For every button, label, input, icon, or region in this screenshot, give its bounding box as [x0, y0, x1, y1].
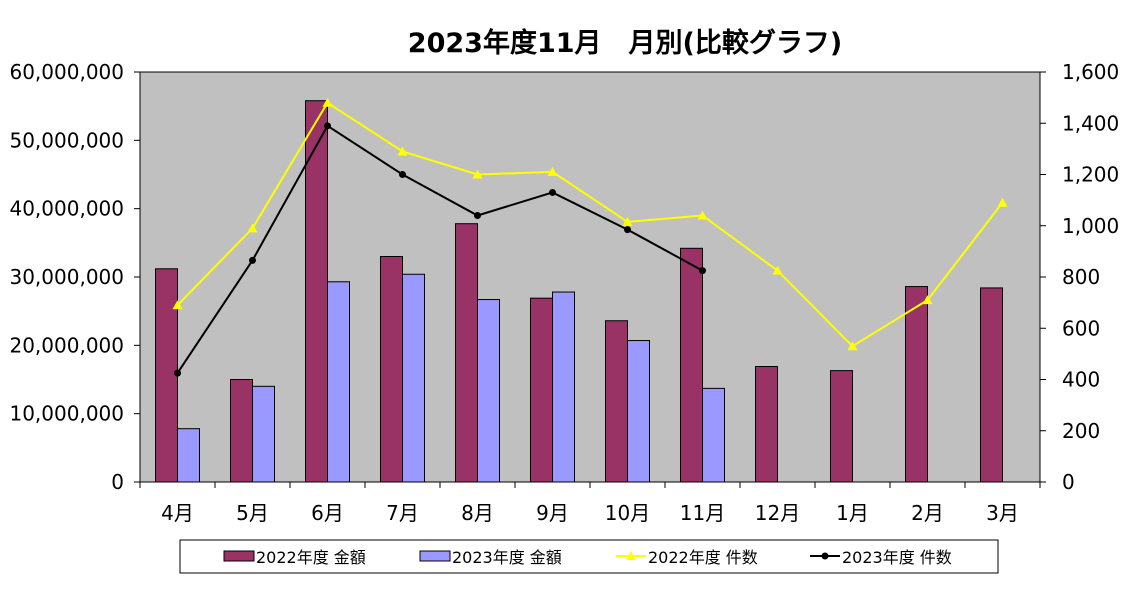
point-2022-count [997, 197, 1008, 207]
bar-2023-amount [252, 385, 275, 483]
y-left-tick-label: 60,000,000 [9, 60, 124, 84]
point-2022-count [847, 341, 858, 351]
point-2022-count [772, 265, 783, 275]
y-left-tick-label: 10,000,000 [9, 402, 124, 426]
line-2023-count [176, 124, 703, 374]
x-tick-label: 8月 [461, 501, 494, 525]
x-tick-label: 11月 [680, 501, 725, 525]
y-right-tick-label: 1,600 [1062, 60, 1119, 84]
bar-2022-amount [455, 223, 478, 483]
point-2022-count [547, 166, 558, 176]
y-right-tick-label: 800 [1062, 265, 1100, 289]
bar-2022-amount [155, 268, 178, 483]
point-2023-count [699, 267, 706, 275]
y-right-tick-label: 0 [1062, 470, 1075, 494]
y-right-tick-label: 1,400 [1062, 111, 1119, 135]
point-2022-count [922, 295, 933, 305]
bar-2023-amount [402, 273, 425, 483]
y-axis-right: 0 200 400 600 800 1,000 1,200 1,400 1,600 [1040, 60, 1119, 494]
point-2023-count [174, 369, 181, 377]
bar-2022-amount [755, 366, 778, 483]
legend-label: 2023年度 金額 [452, 548, 562, 567]
x-tick-label: 5月 [236, 501, 269, 525]
bar-2023-amount [177, 428, 200, 483]
point-2022-count [472, 169, 483, 179]
y-left-tick-label: 20,000,000 [9, 333, 124, 357]
legend-swatch [419, 550, 451, 562]
legend: 2022年度 金額 2023年度 金額 2022年度 件数 2023年度 件数 [179, 539, 999, 574]
point-2022-count [397, 146, 408, 156]
bar-2022-amount [530, 297, 553, 483]
y-axis-left: 0 10,000,000 20,000,000 30,000,000 40,000,00… [9, 60, 140, 494]
bar-2022-amount [605, 320, 628, 483]
y-left-tick-label: 30,000,000 [9, 265, 124, 289]
point-2023-count [474, 212, 481, 219]
point-2023-count [624, 226, 631, 234]
point-2023-count [324, 122, 331, 130]
x-tick-label: 9月 [536, 501, 569, 525]
point-2022-count [172, 300, 183, 310]
bar-2023-amount [552, 291, 575, 483]
bar-series-group [155, 100, 1003, 483]
y-right-tick-label: 1,000 [1062, 214, 1119, 238]
point-2022-count [697, 210, 708, 220]
bar-2022-amount [380, 256, 403, 483]
x-tick-label: 7月 [386, 501, 419, 525]
bar-2023-amount [627, 340, 650, 483]
point-2022-count [322, 97, 333, 107]
legend-marker [626, 551, 636, 560]
bar-2022-amount [830, 370, 853, 483]
y-right-tick-label: 1,200 [1062, 163, 1119, 187]
point-2023-count [249, 256, 256, 264]
legend-box [179, 539, 999, 574]
x-tick-label: 6月 [311, 501, 344, 525]
x-tick-label: 12月 [755, 501, 800, 525]
y-left-tick-label: 50,000,000 [9, 128, 124, 152]
legend-marker [821, 552, 829, 560]
x-tick-label: 1月 [836, 501, 869, 525]
bar-2023-amount [477, 299, 500, 483]
y-right-tick-label: 600 [1062, 316, 1100, 340]
bar-2022-amount [980, 287, 1003, 483]
bar-2023-amount [702, 387, 725, 483]
x-axis: 4月 5月 6月 7月 8月 9月 10月 11月 12月 1月 2月 3月 [139, 482, 1041, 525]
point-2022-count [622, 216, 633, 226]
y-left-tick-label: 0 [111, 470, 124, 494]
legend-swatch [223, 550, 255, 562]
point-2023-count [399, 171, 406, 178]
y-right-tick-label: 400 [1062, 368, 1100, 392]
x-tick-label: 4月 [161, 501, 194, 525]
y-right-tick-label: 200 [1062, 419, 1100, 443]
point-2022-count [247, 223, 258, 233]
x-tick-label: 2月 [911, 501, 944, 525]
line-2022-count [176, 101, 1004, 348]
y-left-tick-label: 40,000,000 [9, 197, 124, 221]
legend-label: 2022年度 件数 [648, 548, 758, 567]
plot-area [139, 71, 1041, 483]
point-2023-count [549, 188, 556, 196]
legend-label: 2022年度 金額 [256, 548, 366, 567]
line-series-group [172, 97, 1008, 377]
bar-2022-amount [905, 286, 928, 483]
x-tick-label: 3月 [986, 501, 1019, 525]
legend-label: 2023年度 件数 [842, 548, 952, 567]
bar-2022-amount [230, 379, 253, 483]
bar-2023-amount [327, 281, 350, 483]
x-tick-label: 10月 [605, 501, 650, 525]
bar-2022-amount [680, 247, 703, 483]
chart-title: 2023年度11月 月別(比較グラフ) [408, 27, 842, 59]
